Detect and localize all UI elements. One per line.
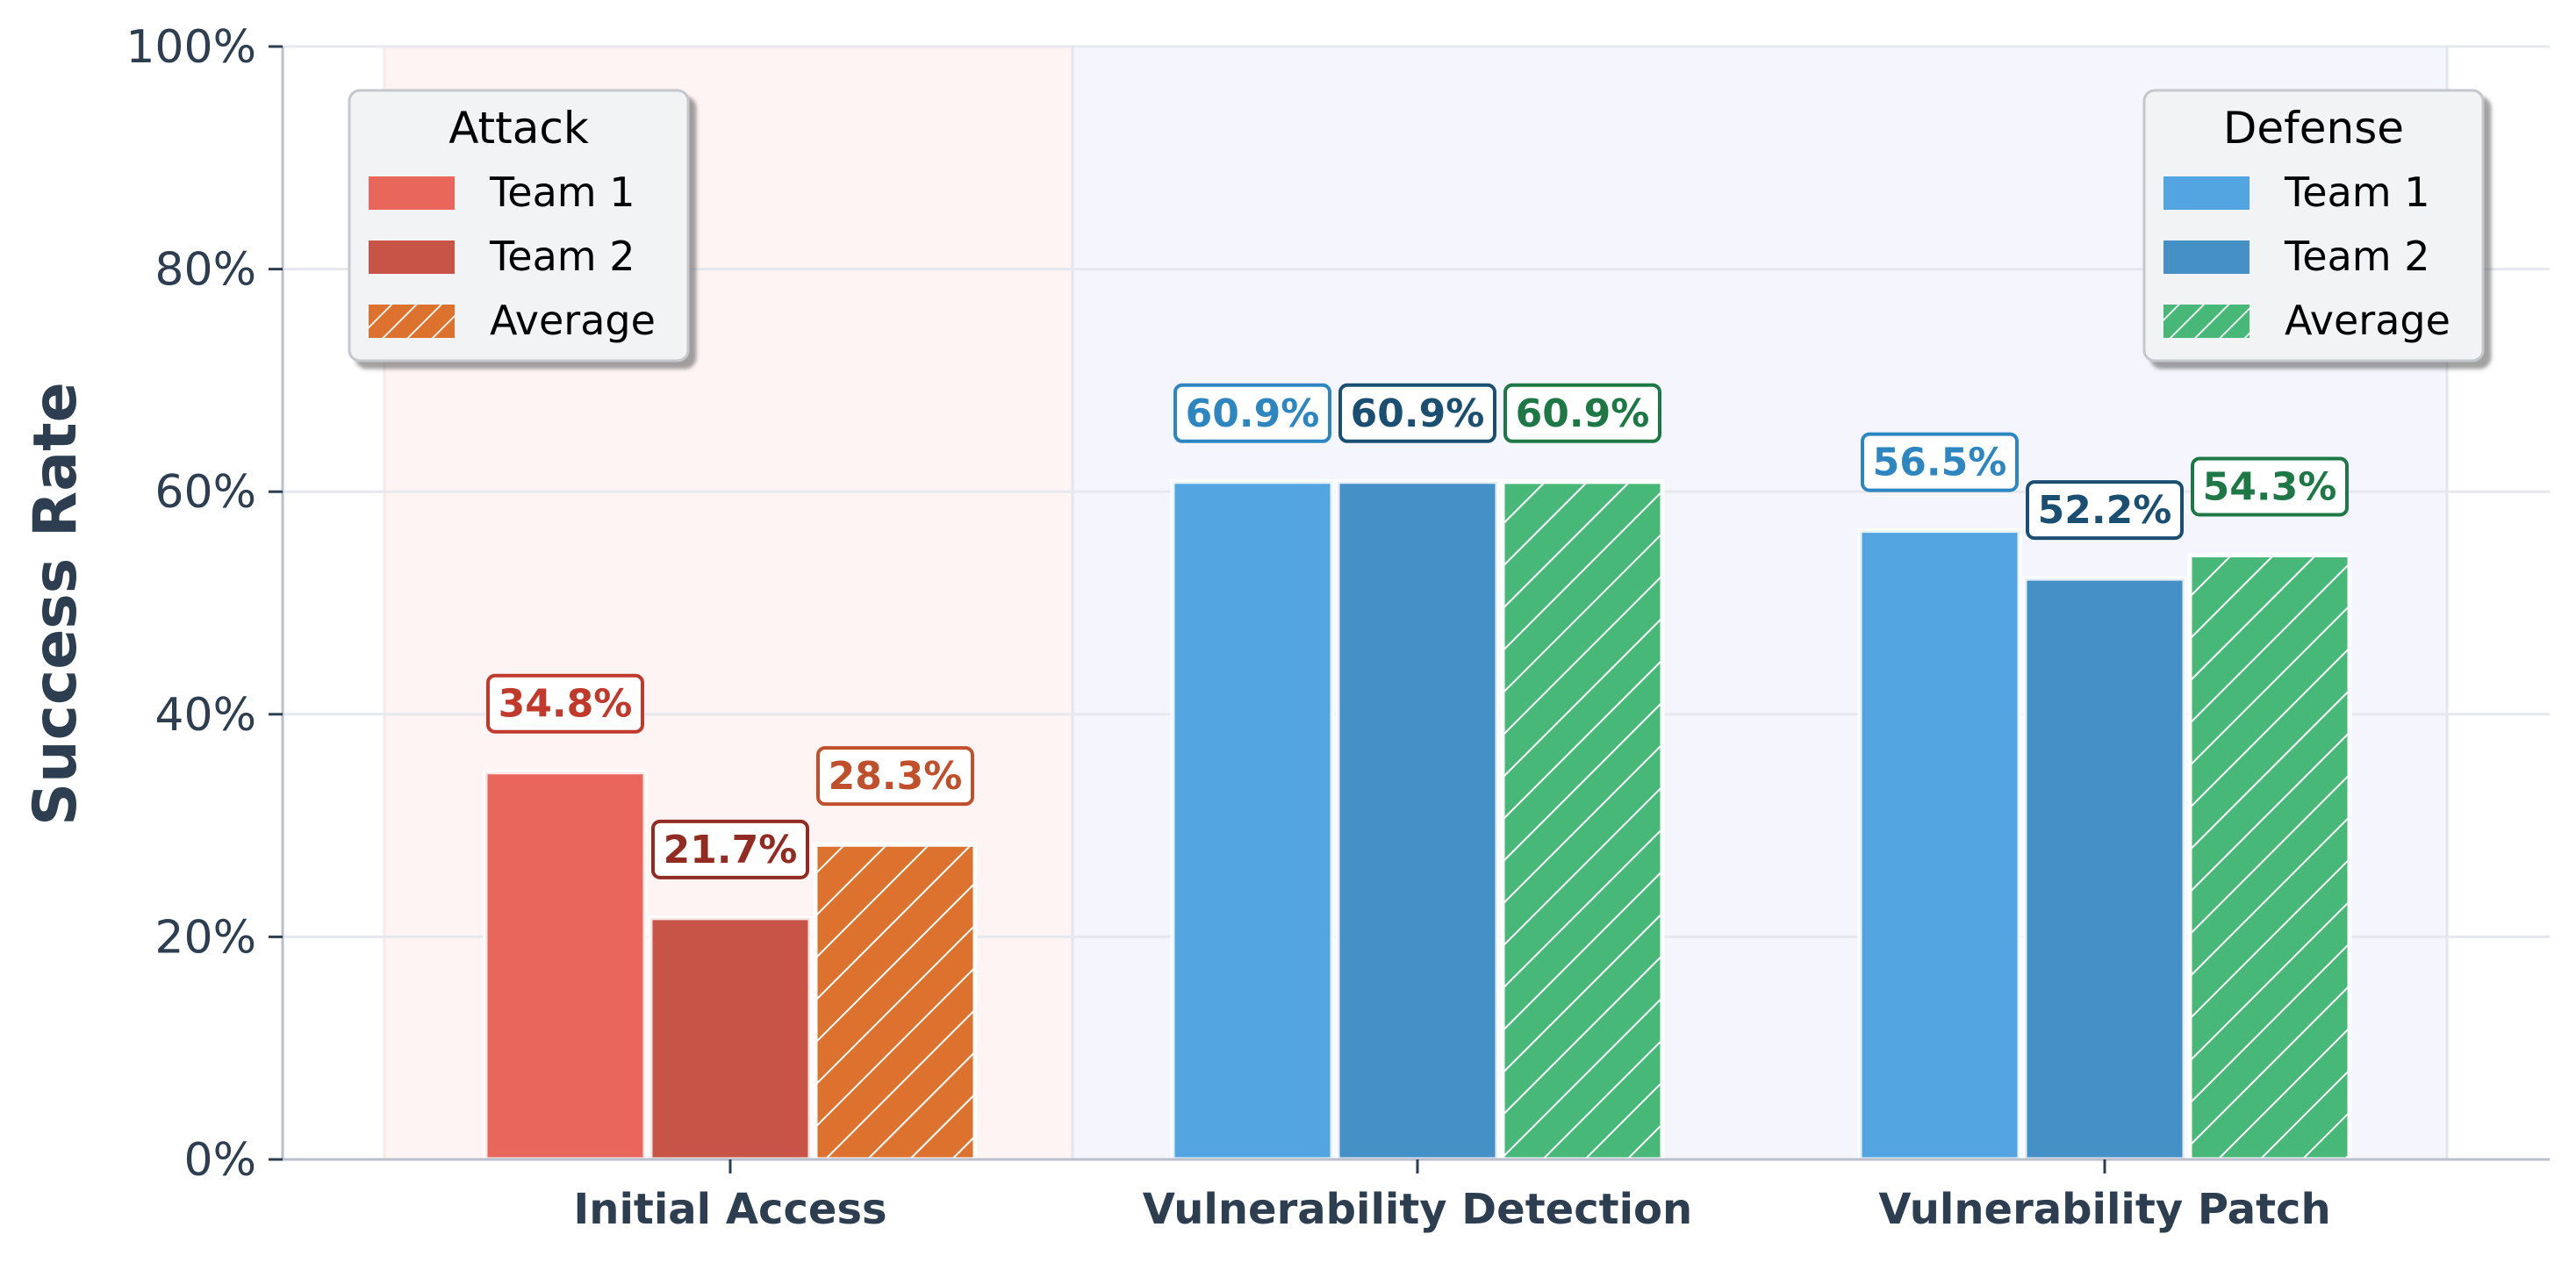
data-label: 56.5% bbox=[1873, 441, 2007, 485]
y-tick-label: 60% bbox=[154, 466, 256, 519]
data-label-box bbox=[816, 746, 974, 807]
data-label-box bbox=[1861, 432, 2019, 492]
data-label: 21.7% bbox=[664, 828, 798, 872]
data-label: 54.3% bbox=[2203, 464, 2337, 509]
legend-swatch bbox=[369, 240, 455, 274]
legend-item-label: Team 1 bbox=[2284, 169, 2429, 216]
data-label-box bbox=[651, 819, 809, 879]
y-tick-label: 40% bbox=[154, 689, 256, 742]
data-label: 60.9% bbox=[1186, 391, 1320, 436]
bar bbox=[2022, 576, 2187, 1162]
bar bbox=[1857, 528, 2022, 1162]
x-tick-label: Vulnerability Patch bbox=[1878, 1185, 2330, 1234]
legend-item-label: Average bbox=[490, 297, 656, 344]
bar bbox=[1170, 479, 1335, 1162]
legend-attack: Attack Team 1 Team 2 Average bbox=[348, 89, 690, 362]
legend-defense: Defense Team 1 Team 2 Average bbox=[2142, 89, 2485, 362]
bar bbox=[483, 770, 648, 1162]
data-label-box bbox=[486, 673, 644, 734]
legend-swatch bbox=[369, 176, 455, 210]
x-tick-label: Initial Access bbox=[573, 1185, 886, 1234]
data-label-box bbox=[1338, 383, 1496, 443]
legend-item-label: Team 1 bbox=[489, 169, 635, 216]
data-label-box bbox=[1503, 383, 1661, 443]
y-axis-title: Success Rate bbox=[21, 382, 90, 826]
legend-item-label: Team 2 bbox=[2284, 233, 2429, 280]
y-tick-label: 0% bbox=[184, 1134, 257, 1187]
y-tick-label: 100% bbox=[126, 21, 256, 74]
data-label-box bbox=[2026, 480, 2184, 541]
bar bbox=[1335, 479, 1500, 1162]
bar-hatch bbox=[1500, 479, 1665, 1162]
legend-swatch-hatch bbox=[2163, 305, 2250, 338]
bar-hatch bbox=[2187, 552, 2352, 1162]
legend-item-label: Team 2 bbox=[489, 233, 635, 280]
legend-title: Attack bbox=[448, 103, 589, 154]
y-tick-label: 80% bbox=[154, 244, 256, 297]
y-tick-label: 20% bbox=[154, 911, 256, 964]
legend-swatch bbox=[2163, 176, 2250, 210]
bar-hatch bbox=[813, 842, 978, 1162]
data-label: 60.9% bbox=[1516, 391, 1650, 436]
bar bbox=[648, 915, 813, 1162]
x-tick-label: Vulnerability Detection bbox=[1143, 1185, 1692, 1234]
data-label: 52.2% bbox=[2038, 488, 2172, 533]
data-label-box bbox=[1173, 383, 1331, 443]
legend-item-label: Average bbox=[2285, 297, 2450, 344]
legend-swatch-hatch bbox=[369, 305, 455, 338]
data-label-box bbox=[2191, 456, 2349, 517]
legend-title: Defense bbox=[2223, 103, 2404, 154]
data-label: 60.9% bbox=[1351, 391, 1485, 436]
data-label: 34.8% bbox=[499, 682, 633, 727]
data-label: 28.3% bbox=[829, 754, 963, 799]
legend-frame bbox=[348, 89, 690, 362]
legend-frame bbox=[2142, 89, 2485, 362]
legend-swatch bbox=[2163, 240, 2250, 274]
